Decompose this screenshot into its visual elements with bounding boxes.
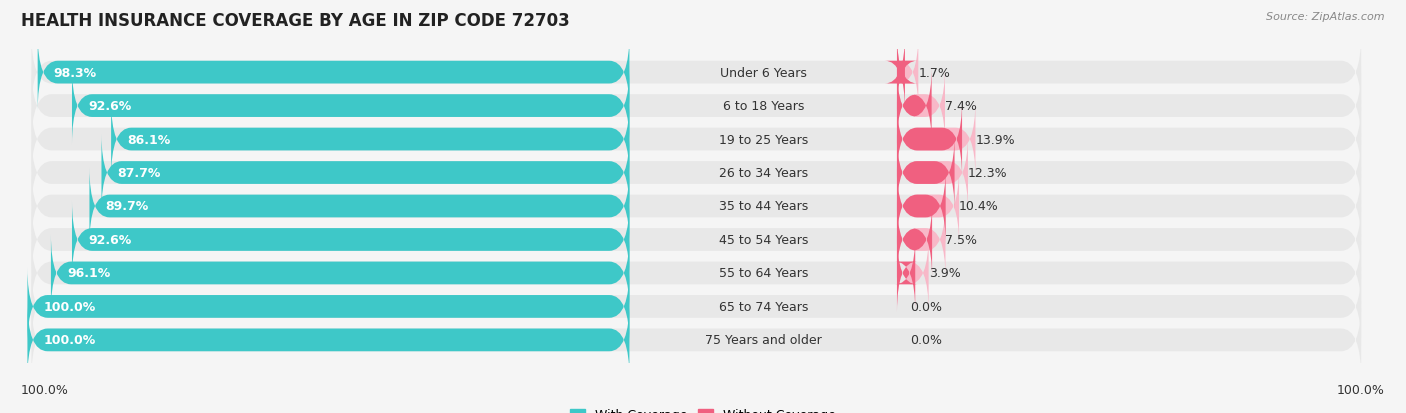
Text: HEALTH INSURANCE COVERAGE BY AGE IN ZIP CODE 72703: HEALTH INSURANCE COVERAGE BY AGE IN ZIP …: [21, 12, 569, 30]
Text: 92.6%: 92.6%: [89, 233, 131, 247]
Text: 45 to 54 Years: 45 to 54 Years: [718, 233, 808, 247]
Text: 89.7%: 89.7%: [105, 200, 149, 213]
Text: 100.0%: 100.0%: [21, 384, 69, 396]
Text: 87.7%: 87.7%: [118, 166, 160, 180]
Text: 92.6%: 92.6%: [89, 100, 131, 113]
Text: 7.4%: 7.4%: [945, 100, 977, 113]
FancyBboxPatch shape: [884, 34, 917, 112]
Text: 6 to 18 Years: 6 to 18 Years: [723, 100, 804, 113]
FancyBboxPatch shape: [897, 68, 945, 145]
FancyBboxPatch shape: [897, 101, 962, 178]
FancyBboxPatch shape: [31, 34, 1361, 112]
FancyBboxPatch shape: [90, 168, 630, 245]
FancyBboxPatch shape: [897, 68, 932, 145]
Text: 26 to 34 Years: 26 to 34 Years: [718, 166, 808, 180]
FancyBboxPatch shape: [31, 134, 1361, 212]
FancyBboxPatch shape: [31, 268, 1361, 345]
FancyBboxPatch shape: [31, 101, 1361, 178]
Text: 1.7%: 1.7%: [918, 66, 950, 79]
FancyBboxPatch shape: [72, 68, 630, 145]
Text: 75 Years and older: 75 Years and older: [704, 334, 821, 347]
FancyBboxPatch shape: [897, 134, 967, 212]
FancyBboxPatch shape: [28, 301, 630, 379]
Text: 98.3%: 98.3%: [53, 66, 97, 79]
FancyBboxPatch shape: [897, 235, 928, 312]
Text: 65 to 74 Years: 65 to 74 Years: [718, 300, 808, 313]
Text: 7.5%: 7.5%: [945, 233, 977, 247]
Text: 100.0%: 100.0%: [44, 300, 96, 313]
FancyBboxPatch shape: [896, 235, 917, 312]
FancyBboxPatch shape: [897, 101, 976, 178]
Text: 0.0%: 0.0%: [910, 300, 942, 313]
FancyBboxPatch shape: [101, 134, 630, 212]
Text: Under 6 Years: Under 6 Years: [720, 66, 807, 79]
FancyBboxPatch shape: [38, 34, 630, 112]
FancyBboxPatch shape: [51, 235, 630, 312]
Text: 100.0%: 100.0%: [44, 334, 96, 347]
FancyBboxPatch shape: [31, 168, 1361, 245]
FancyBboxPatch shape: [897, 201, 932, 279]
Text: 12.3%: 12.3%: [967, 166, 1008, 180]
FancyBboxPatch shape: [897, 34, 918, 112]
Text: 35 to 44 Years: 35 to 44 Years: [718, 200, 808, 213]
Text: 0.0%: 0.0%: [910, 334, 942, 347]
Text: Source: ZipAtlas.com: Source: ZipAtlas.com: [1267, 12, 1385, 22]
Text: 55 to 64 Years: 55 to 64 Years: [718, 267, 808, 280]
FancyBboxPatch shape: [31, 201, 1361, 279]
FancyBboxPatch shape: [897, 168, 959, 245]
FancyBboxPatch shape: [897, 134, 955, 212]
Text: 3.9%: 3.9%: [928, 267, 960, 280]
FancyBboxPatch shape: [28, 268, 630, 345]
Text: 86.1%: 86.1%: [127, 133, 170, 146]
FancyBboxPatch shape: [31, 235, 1361, 312]
FancyBboxPatch shape: [31, 68, 1361, 145]
FancyBboxPatch shape: [897, 168, 946, 245]
Text: 96.1%: 96.1%: [67, 267, 110, 280]
Text: 10.4%: 10.4%: [959, 200, 998, 213]
FancyBboxPatch shape: [111, 101, 630, 178]
Legend: With Coverage, Without Coverage: With Coverage, Without Coverage: [565, 404, 841, 413]
FancyBboxPatch shape: [31, 301, 1361, 379]
Text: 13.9%: 13.9%: [976, 133, 1015, 146]
Text: 19 to 25 Years: 19 to 25 Years: [718, 133, 808, 146]
Text: 100.0%: 100.0%: [1337, 384, 1385, 396]
FancyBboxPatch shape: [72, 201, 630, 279]
FancyBboxPatch shape: [897, 201, 945, 279]
